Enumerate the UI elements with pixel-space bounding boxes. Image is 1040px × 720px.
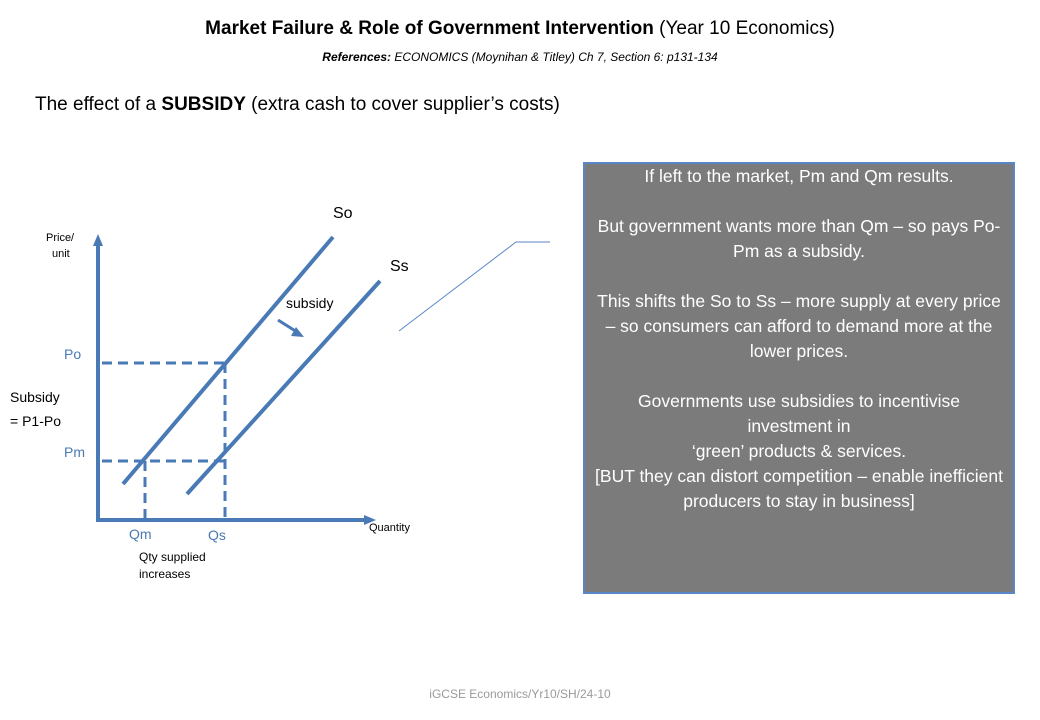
qty-note-line1: Qty supplied (139, 550, 206, 564)
subheading-subsidy: SUBSIDY (161, 94, 246, 115)
subheading: The effect of a SUBSIDY (extra cash to c… (35, 94, 560, 116)
references-text: ECONOMICS (Moynihan & Titley) Ch 7, Sect… (394, 50, 718, 64)
y-axis-label-line1: Price/ (46, 232, 75, 244)
explanation-para-3: This shifts the So to Ss – more supply a… (597, 291, 1001, 361)
footer: iGCSE Economics/Yr10/SH/24-10 (429, 687, 611, 701)
explanation-para-1: If left to the market, Pm and Qm results… (644, 166, 954, 186)
qty-label-qs: Qs (208, 527, 226, 543)
price-label-po: Po (64, 346, 82, 362)
title-main: Market Failure & Role of Government Inte… (205, 18, 654, 39)
explanation-para-4-line-2: ‘green’ products & services. (691, 441, 907, 461)
price-label-pm: Pm (64, 444, 85, 460)
x-axis-label: Quantity (369, 522, 410, 534)
callout-connector (398, 241, 550, 332)
qty-note-line2: increases (139, 567, 191, 581)
shift-arrowhead (291, 327, 304, 337)
curve-label-so: So (333, 205, 353, 222)
explanation-para-4-line-1: Governments use subsidies to incentivise… (638, 391, 960, 436)
qty-label-qm: Qm (129, 526, 152, 542)
subsidy-label-line1: Subsidy (10, 389, 60, 405)
supply-curve-ss (185, 279, 382, 496)
supply-curve-so (121, 235, 335, 486)
title-year: (Year 10 Economics) (659, 18, 835, 39)
x-axis-arrow (364, 515, 376, 525)
explanation-box: If left to the market, Pm and Qm results… (583, 162, 1015, 594)
subheading-before: The effect of a (35, 94, 157, 115)
y-axis-label-line2: unit (52, 248, 70, 260)
references: References: ECONOMICS (Moynihan & Titley… (0, 50, 1040, 64)
explanation-para-4-line-3: [BUT they can distort competition – enab… (595, 466, 1003, 511)
page-title: Market Failure & Role of Government Inte… (0, 18, 1040, 40)
references-label: References: (322, 50, 391, 64)
y-axis-arrow (93, 234, 103, 246)
shift-label: subsidy (286, 295, 334, 311)
curve-label-ss: Ss (390, 258, 409, 275)
subheading-after: (extra cash to cover supplier’s costs) (251, 94, 560, 115)
explanation-para-2: But government wants more than Qm – so p… (597, 216, 1001, 261)
shift-arrow (277, 318, 298, 334)
subsidy-label-line2: = P1-Po (10, 413, 61, 429)
